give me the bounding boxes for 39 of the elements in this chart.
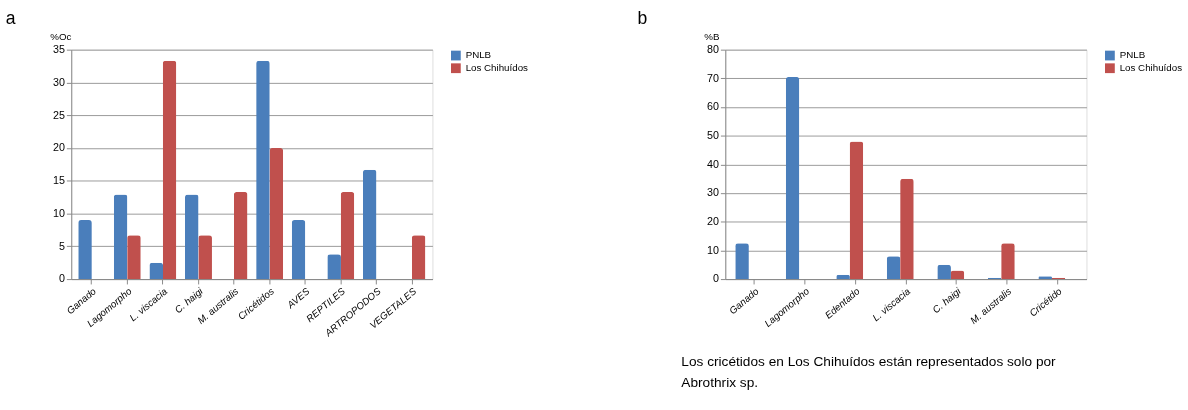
bar bbox=[184, 194, 199, 280]
y-tick-label: 10 bbox=[52, 206, 65, 219]
y-tick-label: 5 bbox=[58, 239, 65, 252]
bar bbox=[269, 148, 284, 280]
y-tick-label: 15 bbox=[52, 174, 65, 187]
y-tick-label: 30 bbox=[707, 186, 719, 199]
y-tick-label: 20 bbox=[52, 141, 65, 154]
bar bbox=[291, 220, 306, 280]
bar bbox=[785, 76, 800, 280]
bar bbox=[362, 169, 377, 280]
bar bbox=[340, 191, 355, 280]
bar bbox=[233, 191, 248, 280]
y-axis-title: %B bbox=[704, 31, 720, 43]
y-tick-label: 30 bbox=[52, 75, 65, 88]
legend-label: PNLB bbox=[465, 49, 492, 61]
y-tick-label: 0 bbox=[712, 272, 719, 285]
bar bbox=[162, 60, 177, 280]
y-axis-title: %Oc bbox=[50, 31, 72, 43]
legend-label: Los Chihuídos bbox=[1119, 62, 1183, 74]
bar bbox=[411, 235, 426, 280]
y-tick-label: 50 bbox=[707, 129, 719, 142]
y-tick-label: 60 bbox=[707, 100, 719, 113]
chart-title: a bbox=[5, 8, 16, 29]
y-tick-label: 25 bbox=[52, 108, 65, 121]
bar bbox=[886, 256, 901, 280]
bar bbox=[113, 194, 128, 280]
y-tick-label: 80 bbox=[707, 43, 719, 56]
legend-label: Los Chihuídos bbox=[465, 62, 529, 74]
y-tick-label: 0 bbox=[58, 272, 65, 285]
y-tick-label: 40 bbox=[707, 157, 719, 170]
chart-title: b bbox=[637, 8, 648, 29]
text: Los cricétidos en Los Chihuídos están representados solo por Abrothrix sp. bbox=[681, 353, 1057, 391]
bar bbox=[849, 141, 864, 280]
y-tick-label: 20 bbox=[707, 215, 719, 228]
legend-label: PNLB bbox=[1119, 49, 1146, 61]
y-tick-label: 70 bbox=[707, 71, 719, 84]
bar bbox=[149, 262, 164, 280]
y-tick-label: 35 bbox=[52, 43, 65, 56]
y-tick-label: 10 bbox=[707, 243, 719, 256]
